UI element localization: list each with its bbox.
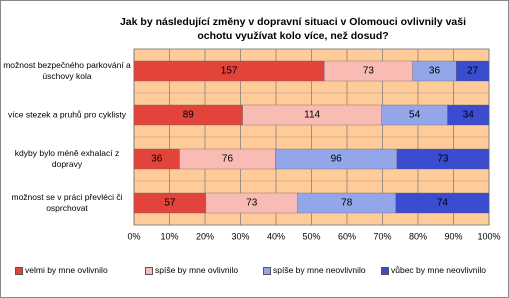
- bar-segment: [447, 104, 490, 126]
- x-tick-label: 80%: [409, 231, 427, 241]
- value-label: 57: [164, 198, 176, 209]
- value-label: 36: [429, 66, 441, 77]
- value-label: 74: [437, 198, 449, 209]
- legend-label: spíše by mne neovlivnilo: [273, 265, 366, 275]
- x-tick-label: 0%: [127, 231, 140, 241]
- legend-label: vůbec by mne neovlivnilo: [391, 265, 486, 275]
- value-label: 73: [363, 66, 375, 77]
- value-label: 36: [151, 154, 163, 165]
- value-label: 54: [409, 110, 421, 121]
- value-label: 78: [341, 198, 353, 209]
- value-label: 114: [304, 110, 320, 121]
- x-tick-label: 70%: [373, 231, 391, 241]
- chart-title: Jak by následující změny v dopravní situ…: [119, 16, 467, 42]
- value-label: 73: [437, 154, 449, 165]
- x-tick-label: 60%: [338, 231, 356, 241]
- x-tick-label: 100%: [477, 231, 500, 241]
- legend-label: spíše by mne ovlivnilo: [155, 265, 239, 275]
- x-tick-label: 50%: [302, 231, 320, 241]
- value-label: 76: [222, 154, 234, 165]
- x-tick-label: 10%: [160, 231, 178, 241]
- legend-marker: [15, 267, 23, 275]
- legend-marker: [263, 267, 271, 275]
- category-label: více stezek a pruhů pro cyklisty: [7, 109, 127, 120]
- bar-segment: [395, 192, 490, 214]
- legend-marker: [145, 267, 153, 275]
- value-label: 96: [331, 154, 343, 165]
- bar-segment: [456, 60, 490, 82]
- category-label: možnost se v práci převléci či osprchova…: [11, 192, 123, 213]
- x-tick-label: 90%: [444, 231, 462, 241]
- value-label: 27: [467, 66, 479, 77]
- x-tick-label: 30%: [231, 231, 249, 241]
- value-label: 73: [246, 198, 258, 209]
- value-label: 34: [463, 110, 475, 121]
- bar-segment: [396, 148, 490, 170]
- legend-marker: [381, 267, 389, 275]
- category-label: kdyby bylo méně exhalací z dopravy: [14, 148, 120, 169]
- value-label: 157: [221, 66, 238, 77]
- value-label: 89: [183, 110, 195, 121]
- x-tick-label: 40%: [267, 231, 285, 241]
- legend-label: velmi by mne ovlivnilo: [25, 265, 108, 275]
- category-label: možnost bezpečného parkování a úschovy k…: [3, 60, 131, 81]
- x-tick-label: 20%: [196, 231, 214, 241]
